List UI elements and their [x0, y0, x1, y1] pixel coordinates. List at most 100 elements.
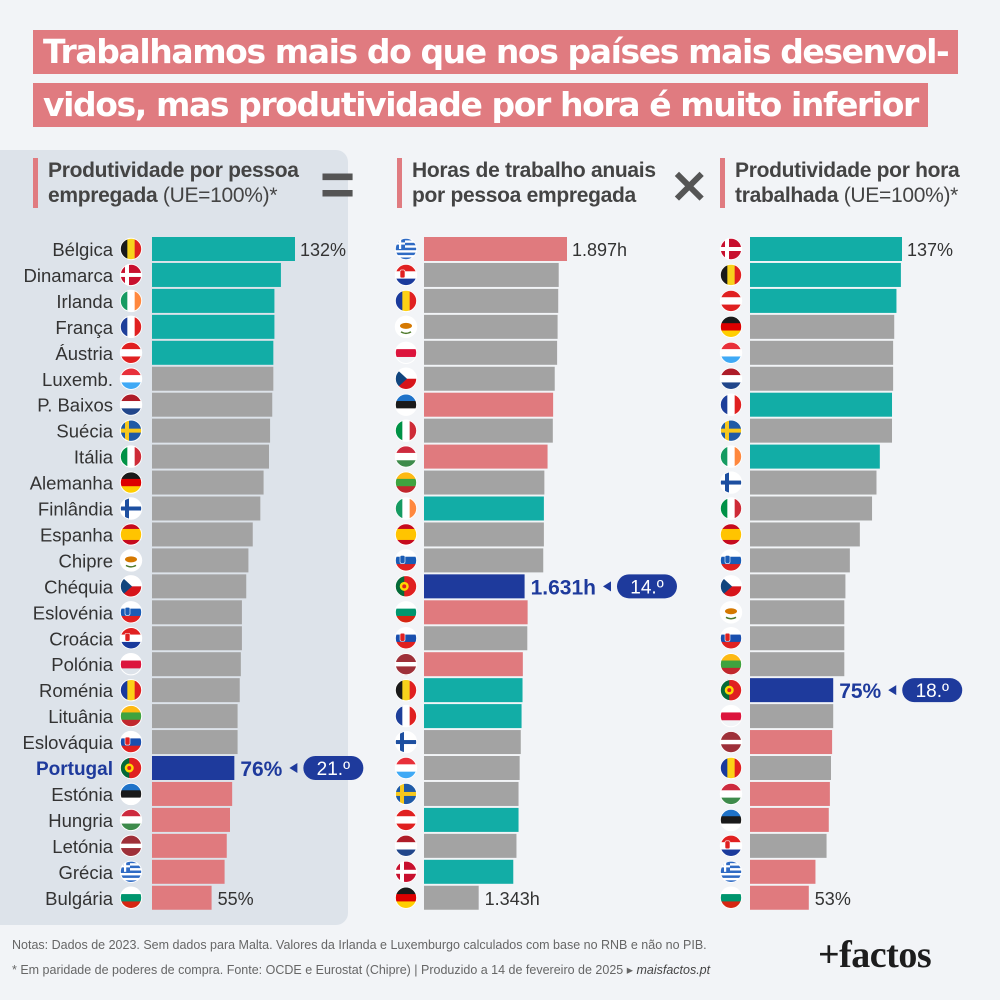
flag-it-icon — [119, 445, 143, 468]
category-label: Croácia — [49, 628, 113, 649]
value-label-first: 137% — [907, 240, 953, 260]
bar — [152, 730, 238, 755]
header-col1-light: (UE=100%)* — [157, 184, 278, 207]
bar — [750, 859, 816, 884]
bar — [750, 885, 809, 910]
bar — [750, 522, 860, 547]
flag-lt-icon — [719, 653, 743, 676]
category-label: Lituânia — [48, 706, 114, 727]
header-col3-bold1: Produtividade por hora — [735, 159, 960, 182]
category-label: Polónia — [51, 654, 113, 675]
header-col1-bold2: empregada — [48, 184, 158, 207]
flag-ro-icon — [719, 756, 743, 780]
highlight-value-label: 76% — [240, 758, 282, 781]
bar — [152, 600, 242, 625]
flag-bg-icon — [394, 601, 418, 624]
flag-ee-icon — [394, 393, 418, 416]
notes-line-2-text: * Em paridade de poderes de compra. Font… — [12, 963, 637, 977]
flag-lt-icon — [394, 471, 418, 494]
flag-sk-icon — [394, 627, 418, 650]
flag-cz-icon — [719, 575, 743, 598]
bar — [750, 652, 845, 677]
category-label: P. Baixos — [37, 395, 113, 416]
bar — [152, 626, 242, 651]
category-label: Suécia — [56, 421, 113, 442]
flag-sk-icon — [719, 627, 743, 650]
flag-de-icon — [119, 471, 143, 494]
flag-nl-icon — [394, 834, 418, 858]
bar — [750, 262, 901, 287]
bar — [424, 600, 528, 625]
bar — [750, 626, 845, 651]
category-label: Bulgária — [45, 888, 114, 909]
bar — [750, 574, 846, 599]
flag-de-icon — [719, 315, 743, 339]
flag-pt-icon — [719, 678, 743, 702]
flag-dk-icon — [119, 263, 143, 287]
category-label: Dinamarca — [24, 265, 114, 286]
flag-ro-icon — [119, 678, 143, 702]
bar — [750, 678, 834, 703]
bar — [152, 781, 233, 806]
category-label: Eslovénia — [33, 602, 114, 623]
flag-hr-icon — [719, 834, 743, 858]
flag-it-icon — [394, 419, 418, 442]
flag-fr-icon — [719, 393, 743, 416]
category-label: Espanha — [40, 524, 114, 545]
category-label: Chipre — [59, 550, 114, 571]
bar — [152, 237, 295, 261]
bar — [750, 600, 845, 625]
category-label: Alemanha — [30, 473, 114, 494]
times-sign: ✕ — [670, 161, 709, 213]
bar — [750, 237, 902, 261]
flag-nl-icon — [719, 367, 743, 390]
bar — [152, 262, 281, 287]
rank-badge-label: 21.º — [317, 759, 350, 780]
value-label-first: 1.897h — [572, 240, 627, 260]
flag-pt-icon — [119, 756, 143, 780]
bar — [424, 444, 548, 469]
bar — [424, 392, 554, 417]
header-col2-bold2: por pessoa empregada — [412, 184, 636, 207]
flag-ie-icon — [119, 289, 143, 313]
category-label: Áustria — [55, 343, 113, 364]
notes-line-1: Notas: Dados de 2023. Sem dados para Mal… — [12, 938, 707, 952]
title-line-2: vidos, mas produtividade por hora é muit… — [33, 83, 928, 127]
bar — [424, 678, 523, 703]
category-label: Eslováquia — [22, 732, 113, 753]
notes-line-2: * Em paridade de poderes de compra. Font… — [12, 962, 710, 977]
flag-ie-icon — [394, 497, 418, 520]
bar — [424, 885, 479, 910]
flag-hu-icon — [394, 445, 418, 468]
bar — [424, 730, 521, 755]
category-label: Portugal — [36, 759, 113, 780]
bar — [424, 418, 553, 443]
bar — [750, 392, 893, 417]
bar — [750, 704, 834, 729]
bar — [152, 807, 230, 832]
flag-bg-icon — [719, 886, 743, 909]
category-label: França — [55, 317, 113, 338]
equals-sign: = — [320, 151, 356, 218]
flag-cy-icon — [719, 601, 743, 624]
flag-hu-icon — [119, 808, 143, 832]
bar — [424, 288, 559, 313]
category-label: Itália — [74, 447, 114, 468]
bar — [152, 470, 264, 495]
highlight-arrow-icon — [602, 581, 611, 592]
bar — [152, 833, 227, 858]
flag-at-icon — [394, 808, 418, 832]
flag-pl-icon — [119, 653, 143, 676]
site-link[interactable]: maisfactos.pt — [636, 963, 711, 977]
rank-badge — [902, 678, 963, 703]
bar — [152, 704, 238, 729]
flag-be-icon — [394, 678, 418, 702]
flag-cz-icon — [394, 367, 418, 390]
flag-at-icon — [119, 341, 143, 364]
bar — [152, 314, 275, 339]
flag-lu-icon — [119, 367, 143, 390]
bar — [424, 859, 514, 884]
flag-hr-icon — [119, 627, 143, 650]
flag-de-icon — [394, 886, 418, 909]
bar — [750, 340, 894, 365]
